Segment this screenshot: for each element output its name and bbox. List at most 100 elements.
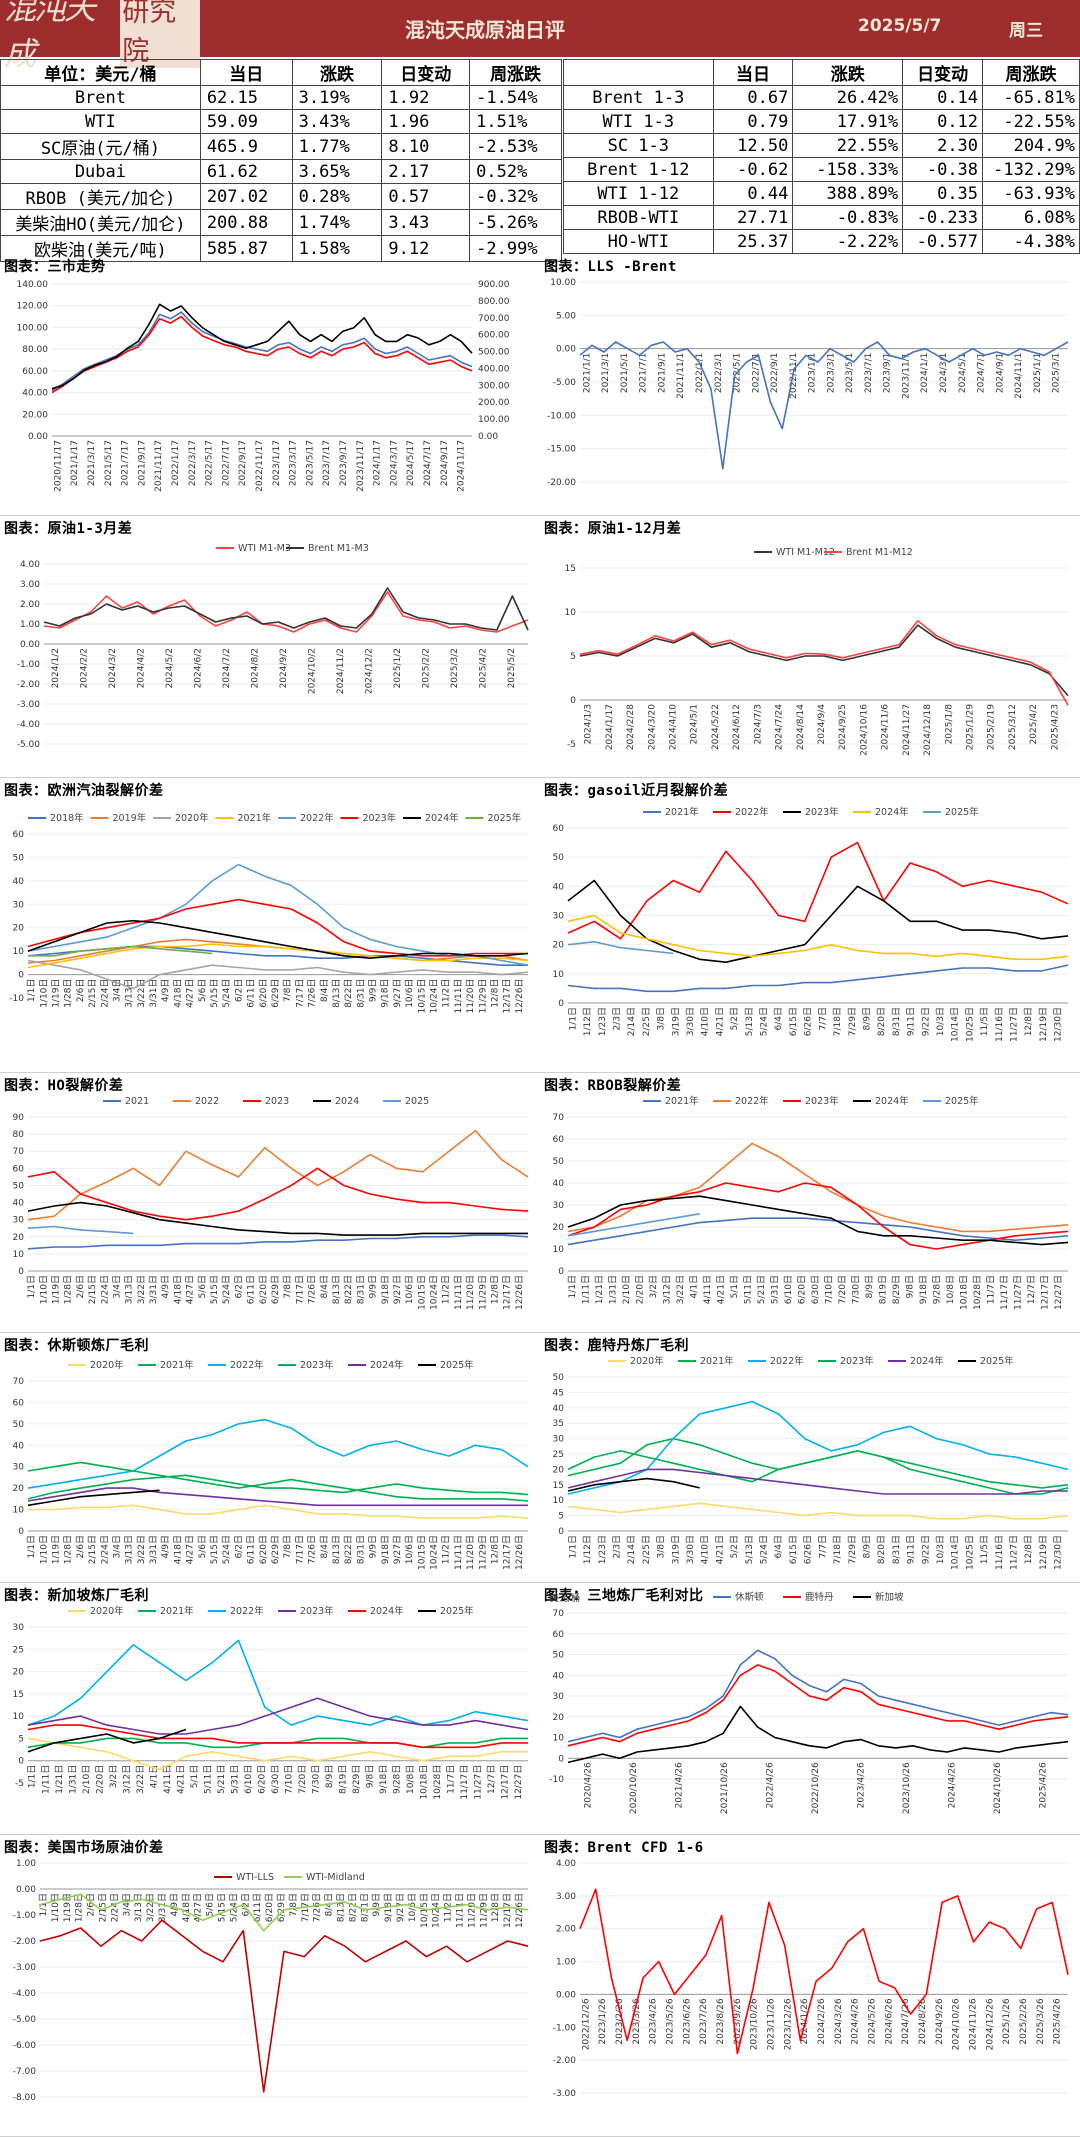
- price-row: 美柴油HO(美元/加仑) 200.88 1.74% 3.43 -5.26%: [0, 209, 562, 236]
- legend-label: 2021年: [665, 1095, 699, 1107]
- x-tick-label: 10/24日: [429, 1275, 440, 1310]
- legend-label: 2024年: [910, 1355, 944, 1367]
- x-tick-label: 12/7日: [486, 1765, 497, 1794]
- x-tick-label: 3/13日: [124, 1535, 135, 1564]
- x-tick-label: 2024/9/2: [279, 648, 289, 688]
- x-tick-label: 7/8日: [282, 979, 293, 1003]
- chart-title: 图表：RBOB裂解价差: [544, 1078, 682, 1094]
- y-tick-label: 140.00: [17, 280, 49, 290]
- x-tick-label: 8/22日: [343, 1535, 354, 1564]
- x-tick-label: 2023/3/17: [289, 440, 299, 486]
- x-tick-label: 6/11日: [246, 1275, 257, 1304]
- x-tick-label: 7/7日: [817, 1535, 828, 1559]
- legend-label: 2022年: [770, 1355, 804, 1367]
- table-cell: -63.93%: [982, 181, 1080, 206]
- chart-svg: -10 0 10 20 30 40 50 60 70 2020/4/26 2020/10/26 202…: [549, 1591, 1069, 1814]
- y-tick-label: 50: [553, 1157, 565, 1167]
- table-cell: -0.32%: [469, 183, 562, 210]
- x-tick-label: 12/30日: [1053, 1535, 1064, 1570]
- x-tick-label: 2024/2/26: [817, 1998, 827, 2044]
- x-tick-label: 10/15日: [416, 1275, 427, 1310]
- spread-row: WTI 1-3 0.79 17.91% 0.12 -22.55%: [563, 109, 1080, 134]
- x-tick-label: 2023/1/1: [808, 353, 818, 393]
- y-tick-label: 90: [13, 1113, 25, 1123]
- x-tick-label: 3/30日: [685, 1535, 696, 1564]
- x-tick-label: 2024/1/1: [920, 353, 930, 393]
- y-tick-label: 10: [13, 1712, 25, 1722]
- series-line: [567, 1400, 1069, 1495]
- x-tick-label: 9/18日: [380, 979, 391, 1008]
- x-tick-label: 2024/9/26: [935, 1998, 945, 2044]
- x-tick-label: 1/19日: [62, 1893, 73, 1922]
- panel-ho-crack: 图表：HO裂解价差 0 10 20 30 40 50 60 70 80 90 1/1日 1/10日 1/1…: [0, 1073, 540, 1333]
- table-cell: -65.81%: [982, 85, 1080, 110]
- x-tick-label: 2024/1/2: [51, 648, 61, 688]
- x-tick-label: 2023/8/26: [716, 1998, 726, 2044]
- y-tick-label: 2.00: [556, 1925, 576, 1935]
- spread-table-header: 当日 涨跌 日变动 周涨跌: [563, 59, 1080, 86]
- series-line: [567, 1705, 1069, 1764]
- x-tick-label: 2023/12/26: [783, 1998, 793, 2050]
- table-cell: -4.38%: [982, 229, 1080, 254]
- y-tick-label: 40: [13, 1199, 25, 1209]
- x-tick-label: 1/1日: [26, 1275, 37, 1299]
- y-tick-label: 40.00: [22, 389, 48, 399]
- y-tick-label: 40: [553, 1179, 565, 1189]
- x-tick-label: 10/18日: [959, 1275, 970, 1310]
- x-tick-label: 10/25日: [964, 1007, 975, 1042]
- series-line: [579, 1888, 1069, 2055]
- series-line: [27, 1489, 160, 1507]
- x-tick-label: 5/21日: [216, 1765, 227, 1794]
- x-tick-label: 10/15日: [416, 1535, 427, 1570]
- x-tick-label: 8/31日: [891, 1535, 902, 1564]
- legend-label: 2019年: [113, 812, 147, 824]
- x-tick-label: 11/27日: [1009, 1007, 1020, 1042]
- series-line: [567, 1217, 1069, 1246]
- x-tick-label: 2024/11/27: [902, 704, 912, 756]
- x-tick-label: 9/22日: [920, 1535, 931, 1564]
- x-tick-label: 7/8日: [282, 1275, 293, 1299]
- y-tick-label: 15: [553, 1481, 564, 1491]
- x-tick-label: 2023/2/26: [615, 1998, 625, 2044]
- x-tick-label: 8/19日: [338, 1765, 349, 1794]
- x-tick-label: 4/21日: [175, 1765, 186, 1794]
- table-cell: 62.15: [199, 85, 293, 110]
- y-tick-label: -5.00: [13, 2015, 37, 2025]
- table-cell: 26.42%: [792, 85, 904, 110]
- x-tick-label: 6/15日: [788, 1007, 799, 1036]
- series-line: [27, 1737, 528, 1771]
- y-tick-label: -5.00: [553, 378, 577, 388]
- row-label: WTI 1-3: [563, 109, 714, 134]
- x-tick-label: 10/3日: [935, 1007, 946, 1036]
- legend-label: 鹿特丹: [805, 1591, 834, 1603]
- series-line: [27, 863, 529, 966]
- table-cell: 8.10: [381, 133, 471, 160]
- x-tick-label: 2024/3/2: [108, 648, 118, 688]
- x-tick-label: 8/13日: [331, 1535, 342, 1564]
- x-tick-label: 9/18日: [378, 1765, 389, 1794]
- x-tick-label: 8/9日: [864, 1275, 875, 1299]
- spread-row: RBOB-WTI 27.71 -0.83% -0.233 6.08%: [563, 205, 1080, 230]
- y2-tick-label: 300.00: [478, 381, 510, 391]
- legend-label: Brent M1-M3: [308, 543, 369, 554]
- x-tick-label: 11/27日: [1013, 1275, 1024, 1310]
- legend-label: 2021年: [160, 1359, 194, 1371]
- x-tick-label: 2022/9/1: [770, 353, 780, 393]
- x-tick-label: 2024/4/2: [137, 648, 147, 688]
- table-cell: 207.02: [199, 183, 293, 210]
- x-tick-label: 2022/9/17: [238, 440, 248, 486]
- x-tick-label: 7/26日: [307, 979, 318, 1008]
- panel-crude-1-12: 图表：原油1-12月差 -5 0 5 10 15 2024/1/3 2024/1/17 2024…: [540, 516, 1080, 778]
- x-tick-label: 10/8日: [945, 1275, 956, 1304]
- x-tick-label: 2024/3/26: [834, 1998, 844, 2044]
- y-tick-label: 50: [13, 1420, 25, 1430]
- y-tick-label: 40: [553, 1404, 565, 1414]
- y-tick-label: 25: [13, 1645, 24, 1655]
- legend-label: WTI M1-M3: [238, 543, 291, 554]
- x-tick-label: 8/29日: [351, 1765, 362, 1794]
- x-tick-label: 12/27日: [513, 1765, 524, 1800]
- table-cell: -22.55%: [982, 109, 1080, 134]
- panel-brent-cfd: 图表：Brent CFD 1-6 -3.00 -2.00 -1.00 0.00 1.00 2…: [540, 1835, 1080, 2137]
- x-tick-label: 5/15日: [209, 1275, 220, 1304]
